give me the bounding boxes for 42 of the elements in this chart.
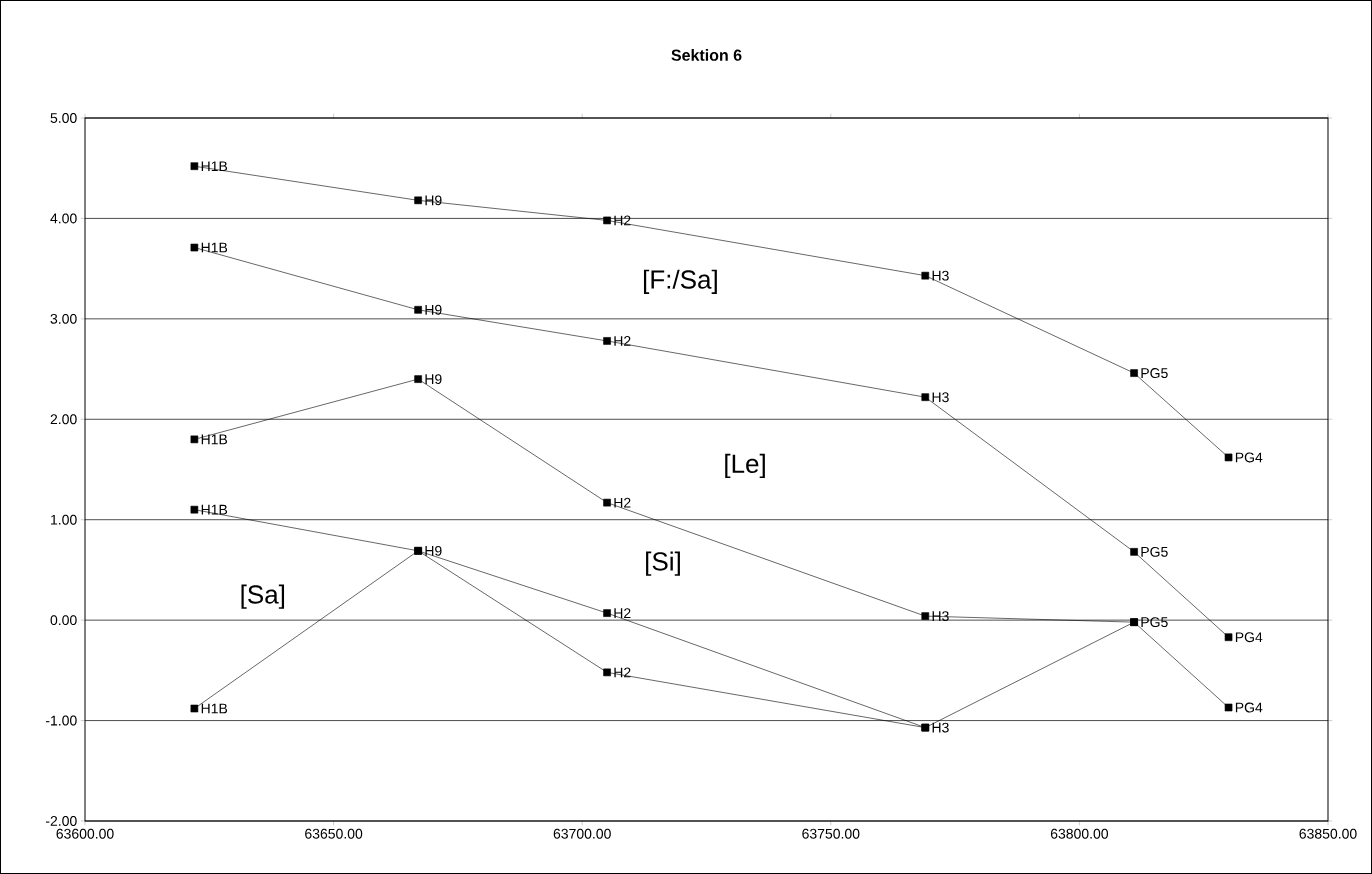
data-label: PG5 — [1141, 368, 1168, 379]
x-tick-label: 63600.00 — [56, 828, 114, 839]
y-tick-label: 0.00 — [50, 615, 77, 626]
data-label: H9 — [425, 545, 442, 556]
data-label: PG5 — [1141, 546, 1168, 557]
data-label: H9 — [425, 195, 442, 206]
data-label: H1B — [201, 242, 228, 253]
y-tick-label: 5.00 — [50, 113, 77, 123]
data-label: H3 — [932, 392, 949, 403]
annotation: [Si] — [646, 551, 680, 576]
data-label: PG5 — [1141, 617, 1168, 628]
y-tick-label: 1.00 — [51, 514, 77, 525]
data-label: H3 — [932, 270, 949, 281]
data-label: H1B — [201, 504, 228, 515]
data-label: H9 — [425, 374, 442, 385]
data-label: H2 — [614, 667, 631, 678]
annotation: [F:/Sa] — [643, 269, 717, 294]
data-label: H2 — [614, 608, 631, 618]
y-tick-label: 3.00 — [50, 313, 77, 324]
data-label: H1B — [201, 434, 228, 445]
x-tick-label: 63800.00 — [1050, 828, 1109, 839]
x-tick-label: 63700.00 — [553, 828, 611, 839]
data-label: PG4 — [1235, 452, 1263, 463]
data-label: H1B — [201, 703, 228, 714]
data-label: H9 — [425, 304, 442, 315]
data-label: H2 — [614, 497, 631, 508]
y-tick-label: 2.00 — [50, 414, 77, 425]
y-tick-label: -1.00 — [45, 715, 77, 726]
data-label: H2 — [614, 336, 631, 346]
data-label: H1B — [201, 161, 228, 172]
chart-title: Sektion 6 — [671, 49, 742, 61]
data-label: PG4 — [1235, 632, 1263, 643]
data-label: H3 — [932, 611, 949, 622]
annotation: [Le] — [725, 453, 765, 479]
x-tick-label: 63650.00 — [305, 828, 363, 839]
x-tick-label: 63750.00 — [802, 828, 860, 839]
y-tick-label: -2.00 — [45, 816, 77, 826]
y-tick-label: 4.00 — [50, 213, 77, 224]
data-label: H3 — [932, 722, 949, 733]
data-label: PG4 — [1235, 702, 1263, 713]
x-tick-label: 63850.00 — [1299, 828, 1357, 839]
annotation: [Sa] — [241, 584, 285, 609]
